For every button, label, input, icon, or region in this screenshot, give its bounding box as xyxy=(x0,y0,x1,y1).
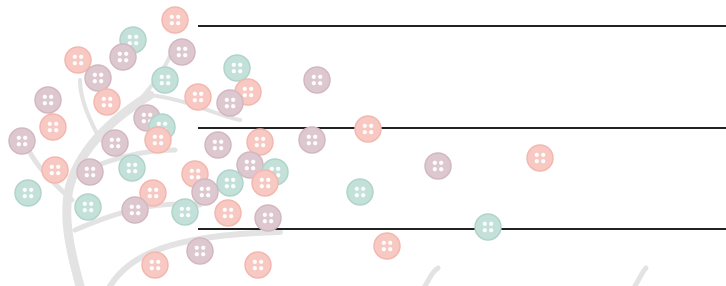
button xyxy=(224,55,250,81)
button xyxy=(162,7,188,33)
button xyxy=(152,67,178,93)
button xyxy=(247,129,273,155)
ruled-lines xyxy=(198,26,726,229)
button xyxy=(169,39,195,65)
button xyxy=(252,170,278,196)
button xyxy=(475,214,501,240)
button xyxy=(40,114,66,140)
button xyxy=(102,130,128,156)
button xyxy=(245,252,271,278)
button xyxy=(347,179,373,205)
button xyxy=(85,65,111,91)
button xyxy=(355,116,381,142)
button xyxy=(187,238,213,264)
button xyxy=(145,127,171,153)
button xyxy=(255,205,281,231)
tree xyxy=(25,45,646,286)
button xyxy=(374,233,400,259)
button xyxy=(119,155,145,181)
decoration xyxy=(0,0,726,286)
button xyxy=(77,159,103,185)
button xyxy=(15,180,41,206)
button xyxy=(75,194,101,220)
button xyxy=(304,67,330,93)
button xyxy=(122,197,148,223)
button xyxy=(425,153,451,179)
button xyxy=(42,157,68,183)
button xyxy=(527,145,553,171)
button xyxy=(65,47,91,73)
button xyxy=(9,128,35,154)
button xyxy=(215,200,241,226)
button xyxy=(35,87,61,113)
button xyxy=(217,170,243,196)
button xyxy=(217,90,243,116)
button xyxy=(185,84,211,110)
page xyxy=(0,0,726,286)
button xyxy=(205,132,231,158)
button xyxy=(172,199,198,225)
button xyxy=(142,252,168,278)
button xyxy=(192,179,218,205)
button xyxy=(299,127,325,153)
button xyxy=(110,44,136,70)
button xyxy=(94,89,120,115)
